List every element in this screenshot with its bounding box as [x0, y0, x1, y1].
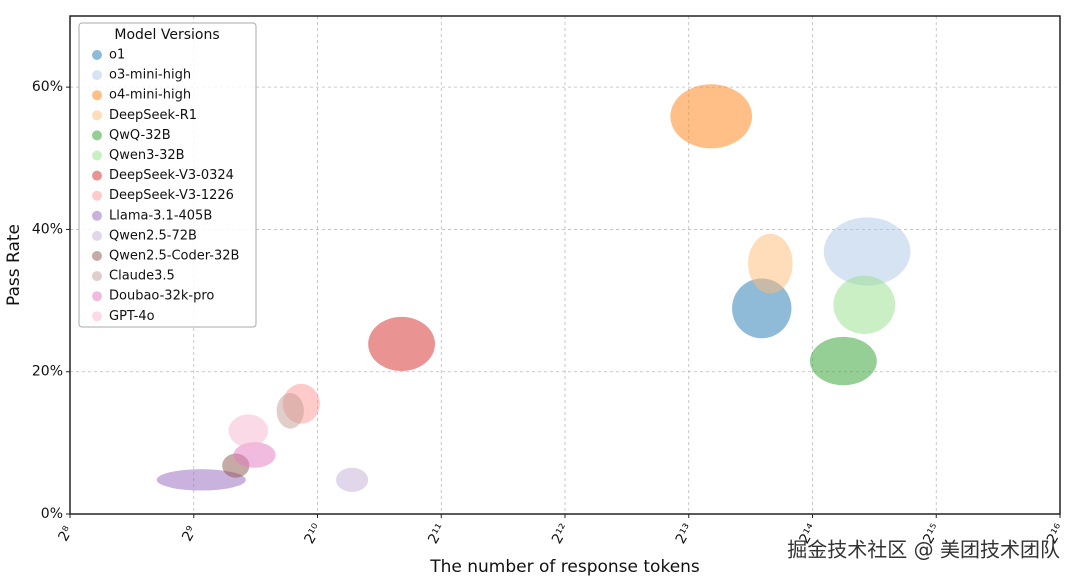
- legend-marker: [92, 230, 102, 241]
- legend-label: Llama-3.1-405B: [109, 208, 212, 223]
- legend-label: DeepSeek-V3-1226: [109, 188, 234, 203]
- legend-marker: [92, 150, 102, 161]
- data-ellipse: [670, 84, 753, 149]
- legend-label: Claude3.5: [109, 269, 175, 284]
- legend-marker: [92, 210, 102, 221]
- legend-marker: [92, 271, 102, 282]
- legend-label: DeepSeek-V3-0324: [109, 168, 234, 183]
- data-ellipse: [732, 278, 792, 339]
- data-ellipse: [233, 442, 276, 468]
- data-ellipse: [276, 393, 304, 429]
- data-ellipse: [833, 275, 896, 335]
- legend-marker: [92, 190, 102, 201]
- legend-label: Qwen2.5-72B: [109, 228, 197, 243]
- legend-title: Model Versions: [114, 27, 219, 43]
- legend-label: QwQ-32B: [109, 128, 171, 143]
- data-ellipse: [336, 467, 369, 492]
- legend-label: o3-mini-high: [109, 68, 191, 83]
- x-tick-label: 2⁸: [55, 523, 76, 544]
- legend-label: o1: [109, 48, 125, 63]
- legend-marker: [92, 130, 102, 141]
- legend-label: GPT-4o: [109, 309, 155, 324]
- legend-label: Qwen2.5-Coder-32B: [109, 249, 239, 264]
- y-tick-label: 60%: [32, 79, 63, 95]
- y-tick-label: 20%: [32, 364, 63, 380]
- plot-frame: [69, 15, 1061, 515]
- legend-marker: [92, 70, 102, 81]
- data-ellipse: [228, 414, 269, 448]
- legend-marker: [92, 251, 102, 261]
- y-axis-label: Pass Rate: [4, 224, 24, 306]
- data-ellipse: [156, 469, 246, 491]
- x-tick-label: 2¹¹: [425, 521, 449, 546]
- data-ellipse: [823, 217, 911, 286]
- x-tick-label: 2¹³: [673, 521, 697, 546]
- legend-label: Qwen3-32B: [109, 148, 185, 163]
- x-tick-label: 2⁹: [179, 523, 200, 544]
- legend-marker: [92, 291, 102, 302]
- legend-label: Doubao-32k-pro: [109, 289, 214, 304]
- x-axis-label: The number of response tokens: [429, 557, 700, 577]
- x-tick-label: 2¹⁰: [302, 521, 326, 547]
- legend-marker: [92, 50, 102, 60]
- data-ellipse: [368, 316, 435, 372]
- data-ellipse: [809, 336, 877, 386]
- y-tick-label: 40%: [32, 221, 63, 237]
- legend-marker: [92, 90, 102, 101]
- legend-marker: [92, 170, 102, 181]
- y-tick-label: 0%: [41, 506, 63, 522]
- x-tick-label: 2¹²: [549, 521, 573, 546]
- legend: Model Versions o1 o3-mini-high o4-mini-high…: [78, 22, 257, 328]
- watermark: 掘金技术社区 @ 美团技术团队: [787, 538, 1060, 562]
- legend-label: o4-mini-high: [109, 88, 191, 103]
- legend-marker: [92, 110, 102, 121]
- legend-marker: [92, 311, 102, 322]
- legend-box: [78, 22, 257, 328]
- data-ellipse: [748, 233, 793, 294]
- legend-label: DeepSeek-R1: [109, 108, 197, 123]
